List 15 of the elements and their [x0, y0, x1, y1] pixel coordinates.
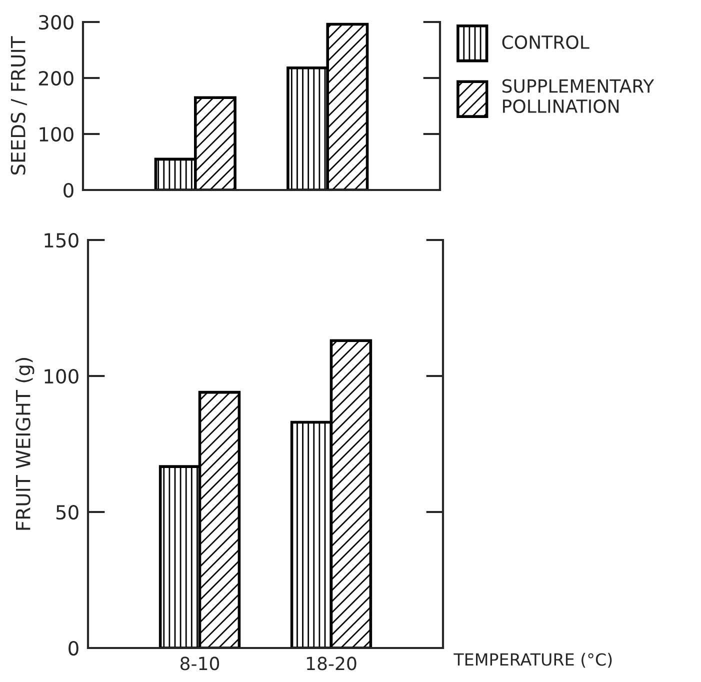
y-tick-label: 200 — [38, 70, 74, 86]
y-tick-label: 150 — [44, 232, 78, 248]
x-tick-label: 18-20 — [306, 656, 356, 670]
y-tick-label: 0 — [68, 640, 78, 656]
x-tick-label: 8-10 — [180, 656, 220, 670]
legend-label: SUPPLEMENTARY POLLINATION — [502, 79, 654, 114]
y-tick-label: 0 — [64, 182, 74, 198]
y-axis-title: SEEDS / FRUIT — [10, 36, 27, 175]
y-tick-label: 50 — [56, 504, 78, 520]
y-tick-label: 100 — [44, 368, 78, 384]
legend-label: CONTROL — [502, 35, 590, 50]
y-tick-label: 300 — [39, 14, 74, 30]
y-axis-title: FRUIT WEIGHT (g) — [15, 358, 34, 530]
y-tick-label: 100 — [40, 126, 74, 142]
x-axis-title: TEMPERATURE (°C) — [454, 652, 612, 668]
